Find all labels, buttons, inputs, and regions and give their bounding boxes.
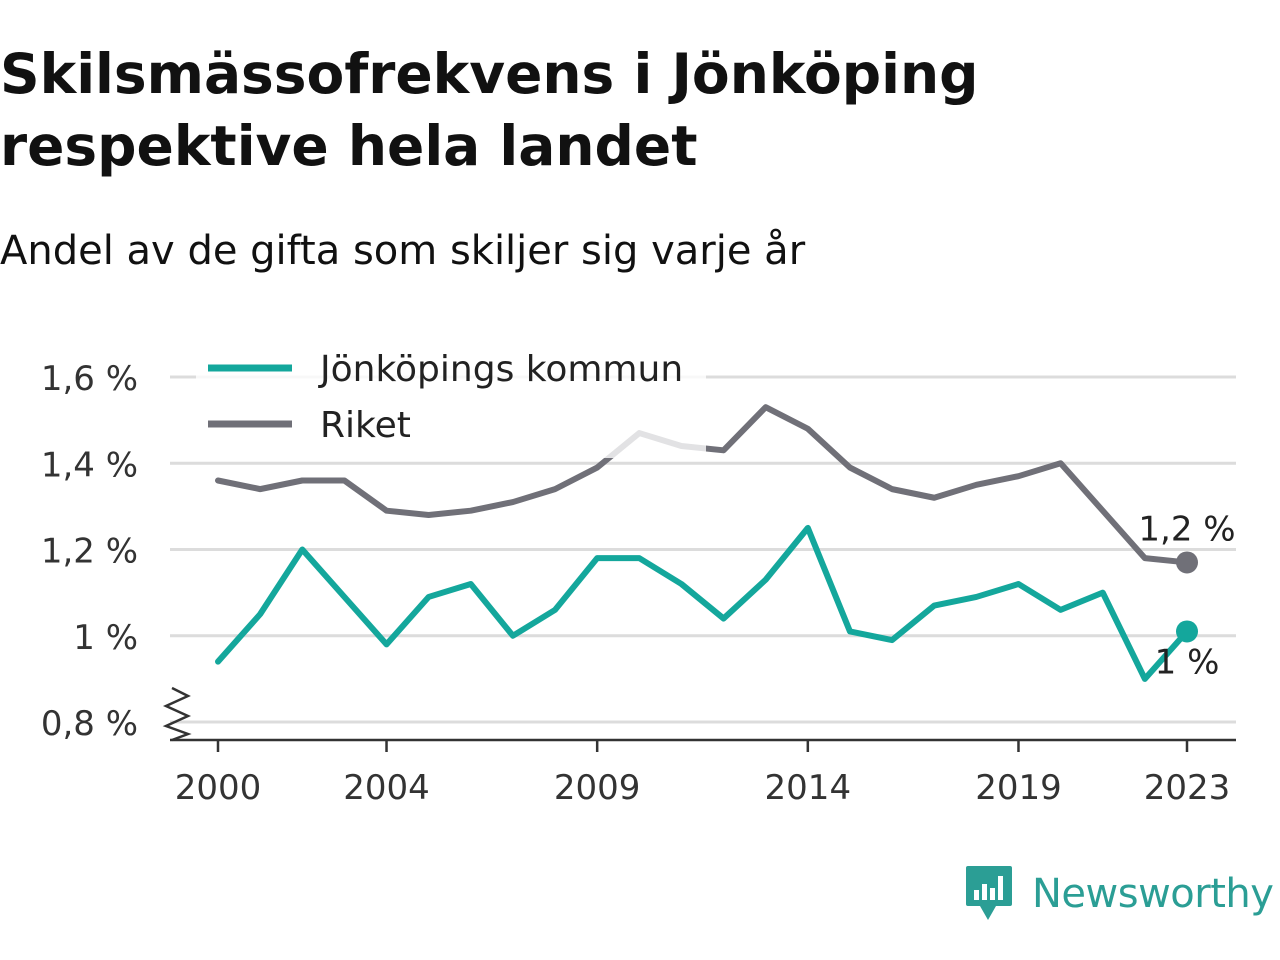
end-point-riket (1176, 551, 1198, 574)
legend-label: Jönköpings kommun (318, 349, 683, 390)
y-axis-ticks: 0,8 % 1 % 1,2 % 1,4 % 1,6 % (41, 359, 138, 744)
axis-break-icon (162, 686, 192, 742)
legend-label: Riket (320, 405, 411, 446)
y-tick-label: 1,4 % (41, 445, 138, 485)
y-tick-label: 1,6 % (41, 359, 138, 399)
series-line-jonkoping (215, 524, 1190, 682)
chart-title-line-1: Skilsmässofrekvens i Jönköping (0, 42, 979, 106)
x-tick-label: 2019 (975, 768, 1062, 808)
y-tick-label: 0,8 % (41, 704, 138, 744)
newsworthy-logo-icon (966, 866, 1012, 920)
end-labels: 1,2 % 1 % (1138, 509, 1235, 682)
x-tick-label: 2023 (1144, 768, 1231, 808)
chart-title: Skilsmässofrekvens i Jönköping respektiv… (0, 38, 1260, 182)
end-label-jonkoping: 1 % (1155, 642, 1220, 682)
x-tick-label: 2004 (343, 768, 430, 808)
chart-title-line-2: respektive hela landet (0, 114, 698, 178)
legend: Jönköpings kommun Riket (196, 340, 706, 458)
x-axis-ticks: 2000 2004 2009 2014 2019 2023 (175, 740, 1231, 808)
y-tick-label: 1 % (73, 618, 138, 658)
x-tick-label: 2014 (765, 768, 852, 808)
x-tick-label: 2009 (554, 768, 641, 808)
y-tick-label: 1,2 % (41, 532, 138, 572)
end-point-jonkoping (1176, 620, 1198, 643)
brand-name: Newsworthy (1032, 871, 1274, 917)
x-axis (162, 686, 1236, 742)
newsworthy-brand: Newsworthy (964, 864, 1274, 924)
legend-background (196, 340, 706, 458)
chart-subtitle: Andel av de gifta som skiljer sig varje … (0, 228, 806, 274)
x-tick-label: 2000 (175, 768, 262, 808)
end-label-riket: 1,2 % (1138, 509, 1235, 549)
